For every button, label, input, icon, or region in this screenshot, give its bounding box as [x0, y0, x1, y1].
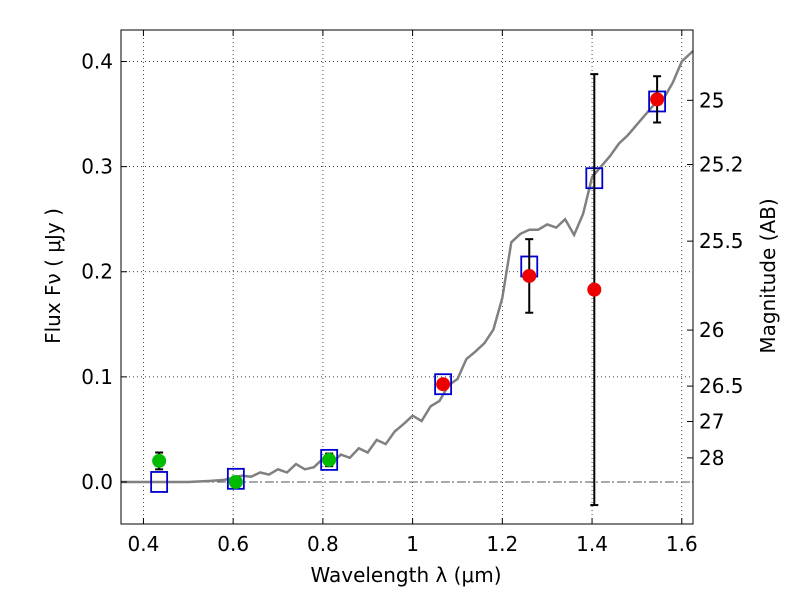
y-tick-label: 0.3 [81, 155, 113, 179]
observed-flux-point [650, 92, 665, 107]
x-tick-label: 0.6 [217, 532, 249, 556]
observed-flux-point [587, 282, 602, 297]
y2-tick-label: 26.5 [699, 374, 744, 398]
y2-tick-label: 28 [699, 446, 724, 470]
model-photometry-square [434, 373, 453, 396]
y-tick-label: 0.2 [81, 260, 113, 284]
x-axis-title: Wavelength λ (μm) [310, 563, 501, 587]
observed-flux-point [436, 377, 451, 392]
y-tick-label: 0.1 [81, 365, 113, 389]
observed-flux-point [522, 268, 537, 283]
model-spectrum-line [121, 50, 694, 484]
grid-lines [121, 30, 693, 524]
observed-flux-point [322, 452, 337, 467]
y2-tick-label: 25 [699, 88, 724, 112]
y2-tick-label: 25.5 [699, 229, 744, 253]
observed-flux-point [228, 474, 243, 489]
y-tick-label: 0.0 [81, 470, 113, 494]
x-tick-label: 0.4 [128, 532, 160, 556]
y2-tick-label: 27 [699, 410, 724, 434]
model-photometry-square [150, 471, 169, 493]
x-tick-label: 1.6 [666, 532, 698, 556]
axis-ticks: 0.4 0.6 0.8 1 1.2 1.4 1.6 0.0 0.1 0.2 0.3 0.4 25 25.2… [81, 30, 744, 556]
y2-tick-label: 26 [699, 318, 724, 342]
x-tick-label: 1 [406, 532, 419, 556]
x-tick-label: 0.8 [307, 532, 339, 556]
y2-axis-title: Magnitude (AB) [756, 198, 780, 353]
plot-frame [120, 29, 694, 525]
y-tick-label: 0.4 [81, 50, 113, 74]
x-tick-label: 1.2 [486, 532, 518, 556]
x-tick-label: 1.4 [576, 532, 608, 556]
y-axis-title: Flux Fν ( μJy ) [41, 208, 65, 344]
data-markers [150, 73, 667, 507]
y2-tick-label: 25.2 [699, 153, 744, 177]
model-photometry-square [320, 448, 339, 471]
observed-flux-point [152, 453, 167, 468]
